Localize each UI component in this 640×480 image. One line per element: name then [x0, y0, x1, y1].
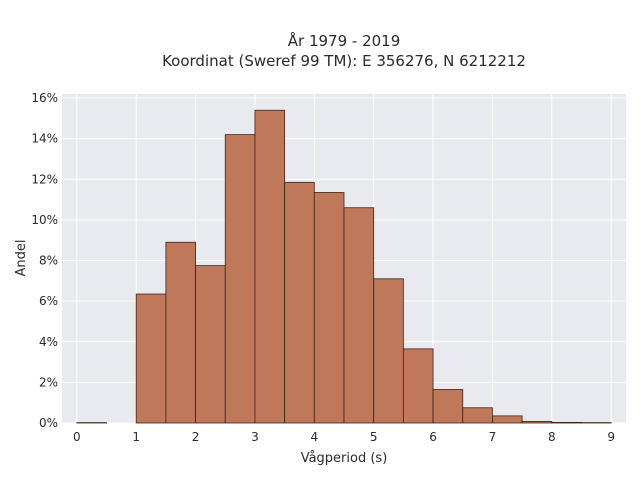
histogram-bar: [284, 181, 315, 424]
x-axis-label: Vågperiod (s): [301, 451, 388, 466]
x-axis-ticks: 0 1 2 3 4 5 6 7 8 9: [73, 430, 615, 444]
histogram-bar: [343, 207, 375, 424]
histogram-bar: [432, 389, 464, 424]
y-tick-label: 10%: [31, 213, 58, 227]
histogram-bar: [224, 134, 256, 424]
x-tick-label: 4: [310, 430, 318, 444]
y-tick-label: 4%: [39, 335, 58, 349]
y-tick-label: 16%: [31, 91, 58, 105]
histogram-bar: [313, 192, 345, 424]
histogram-bar: [402, 348, 434, 424]
histogram-bar: [462, 407, 493, 424]
y-tick-label: 6%: [39, 294, 58, 308]
x-tick-label: 5: [370, 430, 378, 444]
y-tick-label: 14%: [31, 132, 58, 146]
x-tick-label: 3: [251, 430, 259, 444]
x-tick-label: 6: [429, 430, 437, 444]
histogram-bar: [373, 278, 404, 424]
histogram-bar: [195, 265, 226, 424]
histogram-bar: [551, 421, 582, 424]
histogram-bar: [165, 241, 196, 424]
chart-title-line-2: Koordinat (Sweref 99 TM): E 356276, N 62…: [162, 52, 526, 70]
x-tick-label: 2: [192, 430, 200, 444]
y-tick-label: 0%: [39, 416, 58, 430]
histogram-bar: [135, 293, 167, 424]
histogram-bars: [76, 109, 612, 424]
x-tick-label: 1: [132, 430, 140, 444]
x-tick-label: 7: [489, 430, 497, 444]
x-tick-label: 8: [548, 430, 556, 444]
y-axis-ticks: 0% 2% 4% 6% 8% 10% 12% 14% 16%: [31, 91, 58, 430]
y-tick-label: 12%: [31, 172, 58, 186]
y-tick-label: 8%: [39, 254, 58, 268]
y-axis-label: Andel: [14, 240, 29, 277]
histogram-bar: [521, 420, 553, 424]
histogram-bar: [254, 109, 286, 424]
histogram-bar: [492, 415, 523, 424]
x-tick-label: 9: [607, 430, 615, 444]
y-tick-label: 2%: [39, 375, 58, 389]
x-tick-label: 0: [73, 430, 81, 444]
chart-title-line-1: År 1979 - 2019: [288, 31, 401, 50]
